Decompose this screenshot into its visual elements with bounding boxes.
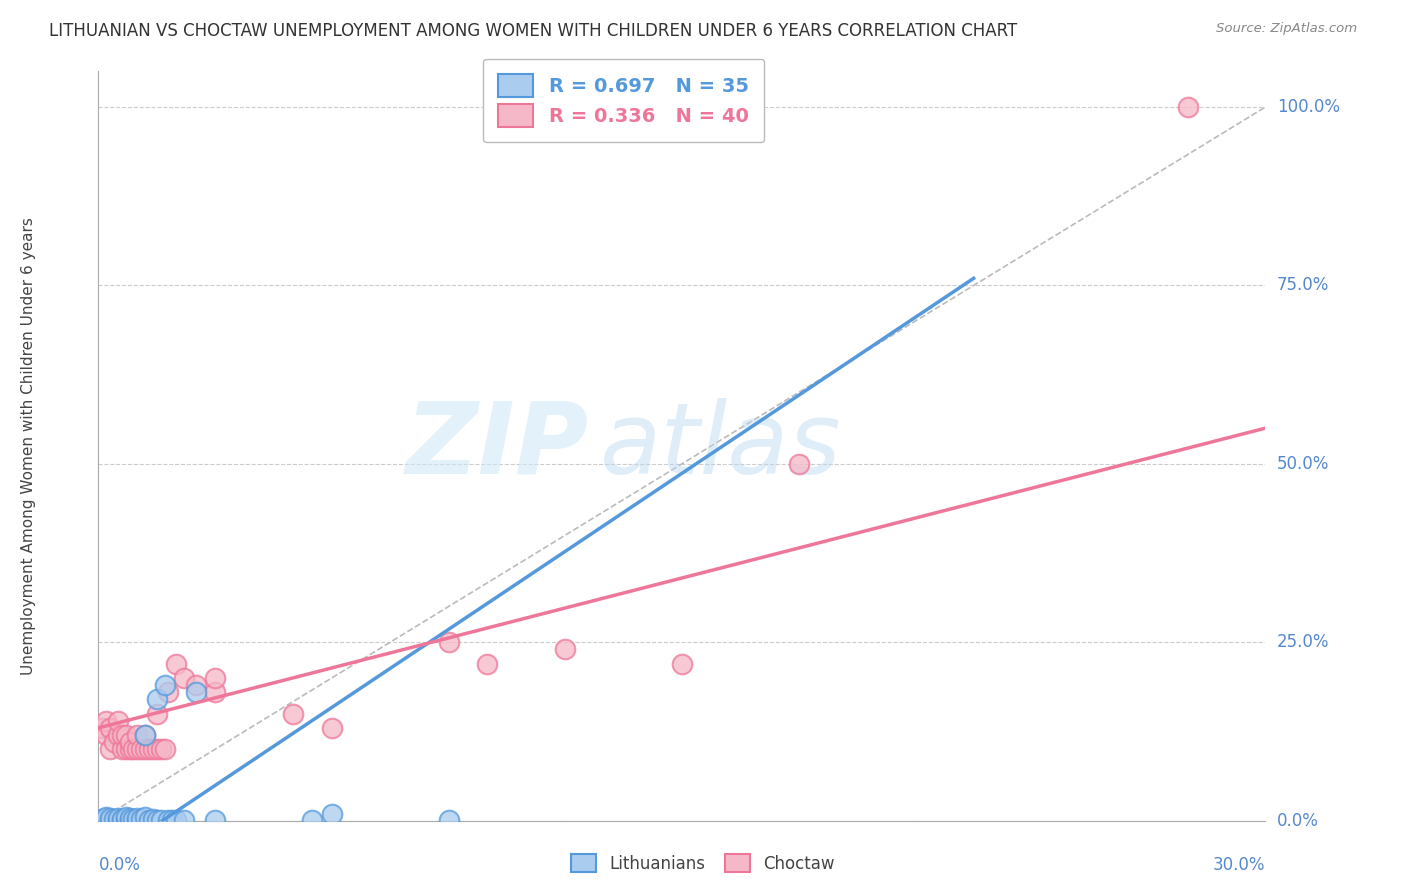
Point: [787, 457, 810, 471]
Text: 0.0%: 0.0%: [98, 856, 141, 874]
Legend: Lithuanians, Choctaw: Lithuanians, Choctaw: [564, 847, 842, 880]
Point: [184, 678, 207, 692]
Point: [96, 728, 118, 742]
Point: [98, 742, 121, 756]
Point: [107, 714, 129, 728]
Point: [134, 742, 156, 756]
Text: Unemployment Among Women with Children Under 6 years: Unemployment Among Women with Children U…: [21, 217, 37, 675]
Point: [91, 812, 114, 826]
Point: [96, 810, 118, 824]
Point: [1177, 100, 1199, 114]
Point: [122, 742, 145, 756]
Point: [111, 813, 134, 827]
Point: [149, 813, 172, 827]
Point: [129, 742, 152, 756]
Point: [114, 812, 136, 826]
Point: [477, 657, 499, 671]
Point: [138, 813, 160, 827]
Text: 100.0%: 100.0%: [1277, 98, 1340, 116]
Point: [204, 813, 226, 827]
Point: [134, 728, 156, 742]
Point: [127, 742, 149, 756]
Point: [118, 813, 141, 827]
Point: [118, 812, 141, 826]
Point: [134, 810, 156, 824]
Point: [114, 742, 136, 756]
Legend: R = 0.697   N = 35, R = 0.336   N = 40: R = 0.697 N = 35, R = 0.336 N = 40: [482, 59, 765, 143]
Point: [321, 806, 343, 821]
Point: [671, 657, 693, 671]
Point: [204, 671, 226, 685]
Point: [173, 813, 195, 827]
Point: [103, 735, 125, 749]
Point: [98, 812, 121, 826]
Point: [204, 685, 226, 699]
Text: 25.0%: 25.0%: [1277, 633, 1330, 651]
Point: [107, 812, 129, 826]
Point: [437, 635, 460, 649]
Point: [157, 813, 180, 827]
Point: [127, 728, 149, 742]
Point: [107, 728, 129, 742]
Point: [184, 685, 207, 699]
Point: [138, 742, 160, 756]
Text: LITHUANIAN VS CHOCTAW UNEMPLOYMENT AMONG WOMEN WITH CHILDREN UNDER 6 YEARS CORRE: LITHUANIAN VS CHOCTAW UNEMPLOYMENT AMONG…: [49, 22, 1018, 40]
Point: [103, 812, 125, 826]
Point: [114, 728, 136, 742]
Point: [134, 728, 156, 742]
Point: [118, 742, 141, 756]
Text: Source: ZipAtlas.com: Source: ZipAtlas.com: [1216, 22, 1357, 36]
Point: [114, 810, 136, 824]
Point: [146, 692, 169, 706]
Point: [149, 742, 172, 756]
Point: [111, 812, 134, 826]
Point: [437, 813, 460, 827]
Point: [98, 721, 121, 735]
Point: [98, 813, 121, 827]
Point: [107, 813, 129, 827]
Point: [118, 735, 141, 749]
Point: [165, 813, 187, 827]
Point: [142, 812, 165, 826]
Point: [122, 812, 145, 826]
Point: [127, 813, 149, 827]
Point: [91, 721, 114, 735]
Text: 50.0%: 50.0%: [1277, 455, 1330, 473]
Text: atlas: atlas: [600, 398, 842, 494]
Point: [165, 657, 187, 671]
Point: [554, 642, 576, 657]
Point: [173, 671, 195, 685]
Text: ZIP: ZIP: [405, 398, 589, 494]
Point: [142, 742, 165, 756]
Point: [129, 812, 152, 826]
Point: [301, 813, 323, 827]
Text: 75.0%: 75.0%: [1277, 277, 1330, 294]
Text: 0.0%: 0.0%: [1277, 812, 1319, 830]
Point: [157, 685, 180, 699]
Point: [111, 742, 134, 756]
Point: [146, 706, 169, 721]
Point: [153, 678, 176, 692]
Point: [111, 728, 134, 742]
Point: [153, 742, 176, 756]
Text: 30.0%: 30.0%: [1213, 856, 1265, 874]
Point: [281, 706, 304, 721]
Point: [162, 813, 184, 827]
Point: [96, 812, 118, 826]
Point: [321, 721, 343, 735]
Point: [127, 812, 149, 826]
Point: [146, 742, 169, 756]
Point: [146, 813, 169, 827]
Point: [96, 714, 118, 728]
